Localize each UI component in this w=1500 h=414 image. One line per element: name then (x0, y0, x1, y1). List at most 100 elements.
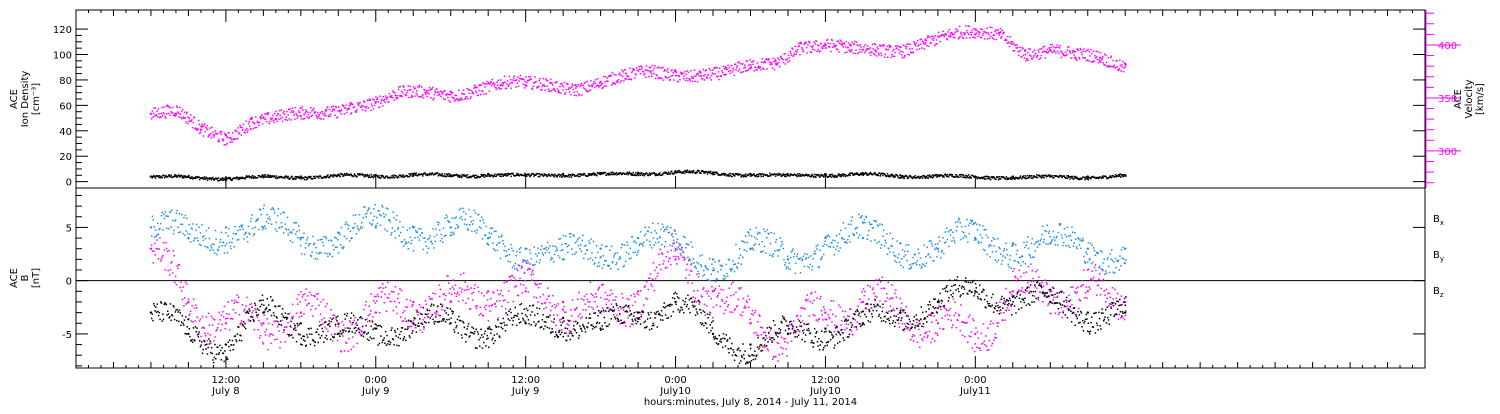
by-point (211, 247, 213, 249)
by-point (489, 232, 491, 234)
by-point (732, 269, 734, 271)
velocity-point (629, 68, 631, 70)
bz-point (325, 306, 327, 308)
by-point (1057, 244, 1059, 246)
by-point (157, 223, 159, 225)
bz-point (399, 288, 401, 290)
by-point (392, 227, 394, 229)
by-point (1053, 231, 1055, 233)
by-point (861, 215, 863, 217)
velocity-point (964, 34, 966, 36)
by-point (590, 258, 592, 260)
density-point (842, 173, 844, 175)
velocity-point (1116, 61, 1118, 63)
velocity-point-point (824, 44, 826, 46)
velocity-point (631, 79, 633, 81)
by-point (1095, 255, 1097, 257)
by-point (996, 251, 998, 253)
density-point (1114, 176, 1116, 178)
by-point-point (375, 226, 377, 228)
velocity-point (199, 124, 201, 126)
velocity-point (693, 78, 695, 80)
velocity-point (486, 81, 488, 83)
velocity-point (1098, 59, 1100, 61)
by-point (354, 223, 356, 225)
by-point (274, 212, 276, 214)
velocity-point (163, 106, 165, 108)
bz-point (431, 316, 433, 318)
by-point (562, 249, 564, 251)
by-point-point (412, 226, 414, 228)
density-point (444, 173, 446, 175)
by-point (999, 248, 1001, 250)
bz-point (381, 291, 383, 293)
velocity-point (183, 116, 185, 118)
by-point (534, 264, 536, 266)
by-point (550, 259, 552, 261)
velocity-point (184, 112, 186, 114)
velocity-point (478, 85, 480, 87)
by-point (1008, 266, 1010, 268)
velocity-point (338, 106, 340, 108)
bz-point (372, 316, 374, 318)
density-point (391, 175, 393, 177)
by-point (992, 251, 994, 253)
velocity-point (406, 92, 408, 94)
by-point (1045, 243, 1047, 245)
by-point (269, 219, 271, 221)
velocity-point (1106, 62, 1108, 64)
velocity-point (372, 105, 374, 107)
by-point (977, 229, 979, 231)
velocity-point (819, 50, 821, 52)
by-point (597, 266, 599, 268)
by-point (570, 233, 572, 235)
by-point (529, 249, 531, 251)
by-point (558, 255, 560, 257)
velocity-point (651, 73, 653, 75)
velocity-point (698, 75, 700, 77)
by-point (672, 246, 674, 248)
bz-point (192, 321, 194, 323)
by-point-point (862, 237, 864, 239)
bz-point (152, 251, 154, 253)
by-point (210, 245, 212, 247)
bz-point (252, 310, 254, 312)
by-point (282, 212, 284, 214)
density-point (579, 175, 581, 177)
density-point (210, 178, 212, 180)
velocity-point (663, 79, 665, 81)
density-point (1010, 177, 1012, 179)
density-point (650, 174, 652, 176)
by-point (513, 265, 515, 267)
velocity-point (316, 116, 318, 118)
by-point (426, 252, 428, 254)
by-point (315, 247, 317, 249)
by-point (845, 228, 847, 230)
by-point (374, 216, 376, 218)
by-point (213, 244, 215, 246)
velocity-point (689, 79, 691, 81)
by-point (153, 226, 155, 228)
density-point (837, 176, 839, 178)
density-tick-label: 20 (59, 152, 72, 163)
by-point (714, 270, 716, 272)
by-point (667, 226, 669, 228)
by-point (940, 257, 942, 259)
velocity-point (379, 107, 381, 109)
by-point (763, 228, 765, 230)
density-point (1118, 174, 1120, 176)
density-point (689, 170, 691, 172)
density-point (531, 174, 533, 176)
by-point (1107, 259, 1109, 261)
velocity-point (1041, 55, 1043, 57)
velocity-point (518, 85, 520, 87)
velocity-point (183, 118, 185, 120)
density-point (649, 172, 651, 174)
by-point (198, 227, 200, 229)
density-point (313, 176, 315, 178)
density-point (605, 172, 607, 174)
by-point (582, 240, 584, 242)
velocity-point (470, 98, 472, 100)
velocity-point (166, 113, 168, 115)
by-point (224, 252, 226, 254)
